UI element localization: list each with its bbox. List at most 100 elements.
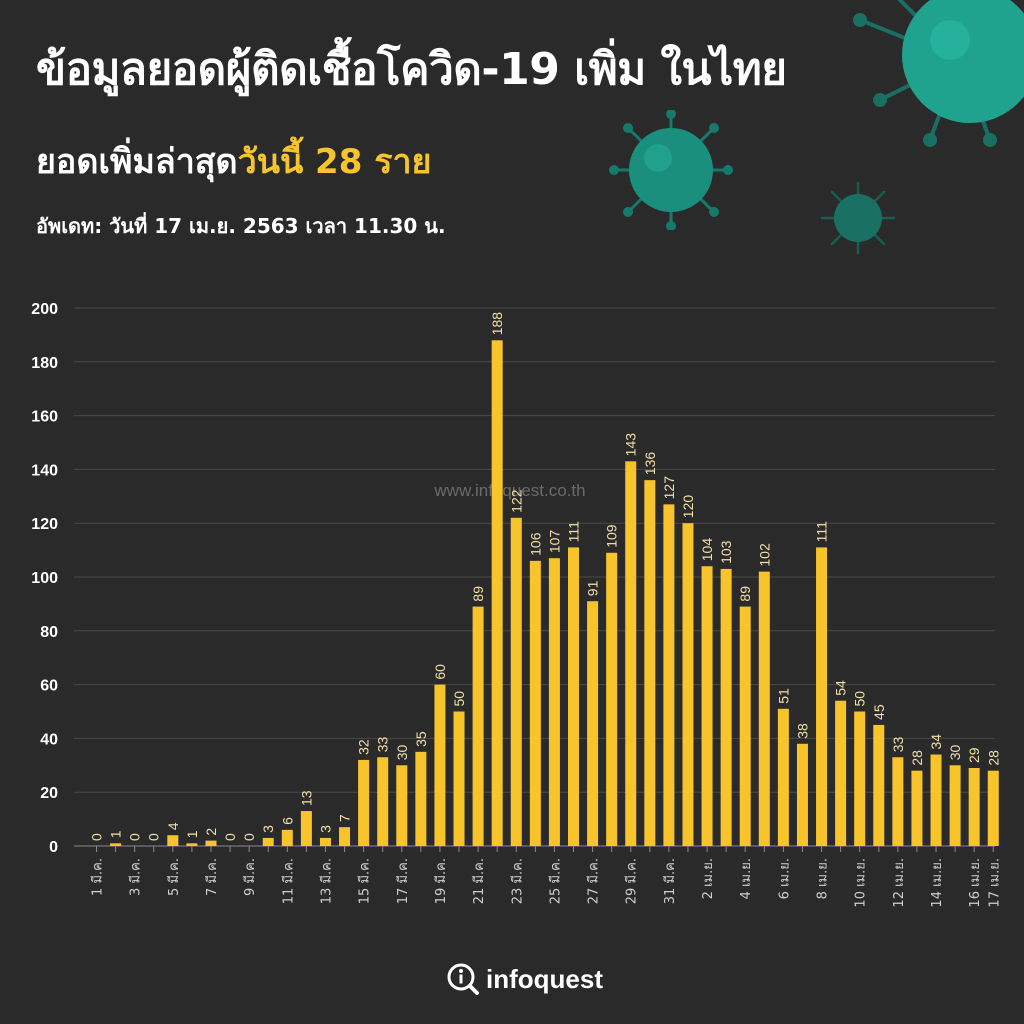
bar (167, 835, 179, 846)
data-label: 106 (527, 532, 543, 556)
data-label: 104 (699, 538, 715, 562)
x-tick-label: 25 มี.ค. (547, 858, 563, 904)
bar (873, 724, 885, 846)
bar (987, 770, 999, 846)
page-title: ข้อมูลยอดผู้ติดเชื้อโควิด-19 เพิ่ม ในไทย (36, 44, 787, 95)
x-tick-label: 27 มี.ค. (586, 858, 602, 904)
data-label: 89 (470, 586, 486, 602)
y-tick-label: 120 (31, 516, 58, 533)
bar (262, 837, 274, 846)
bar (949, 765, 961, 846)
x-tick-label: 1 มี.ค. (90, 858, 106, 896)
data-label: 29 (966, 747, 982, 763)
data-label: 2 (203, 828, 219, 836)
data-label: 127 (661, 476, 677, 500)
data-label: 33 (375, 736, 391, 752)
bar (854, 711, 866, 846)
data-label: 13 (298, 790, 314, 806)
bar (644, 480, 656, 846)
x-tick-label: 4 เม.ย. (739, 858, 754, 899)
x-axis-ticks: 1 มี.ค. 3 มี.ค. 5 มี.ค. 7 มี.ค. 9 มี.ค. 11 มี… (90, 846, 1002, 908)
data-label: 0 (146, 833, 162, 841)
data-label: 4 (165, 822, 181, 830)
subtitle-highlight: วันนี้ 28 ราย (237, 142, 432, 182)
bar (930, 754, 942, 846)
bar (110, 843, 122, 846)
x-tick-label: 23 มี.ค. (509, 858, 525, 904)
x-tick-label: 8 เม.ย. (816, 858, 831, 899)
data-label: 122 (508, 489, 524, 513)
bar (205, 840, 217, 846)
bar (739, 606, 751, 846)
data-label: 136 (642, 452, 658, 476)
x-tick-label: 21 มี.ค. (471, 858, 487, 904)
data-label: 50 (852, 691, 868, 707)
data-label: 7 (337, 814, 353, 822)
data-label: 54 (833, 680, 849, 696)
y-tick-label: 180 (31, 355, 58, 372)
data-label: 1 (184, 830, 200, 838)
update-timestamp: อัพเดท: วันที่ 17 เม.ย. 2563 เวลา 11.30 … (36, 214, 446, 238)
bar (758, 571, 770, 846)
x-tick-label: 16 เม.ย. (968, 858, 983, 908)
y-tick-label: 140 (31, 462, 58, 479)
x-tick-label: 12 เม.ย. (892, 858, 907, 908)
y-axis-ticks: 0 20 40 60 80 100 120 140 160 180 200 (31, 301, 58, 856)
bar (796, 743, 808, 846)
bar (568, 547, 579, 846)
bar (835, 700, 847, 846)
bar (510, 517, 522, 846)
bar (816, 547, 828, 846)
bar (663, 504, 675, 846)
bar (587, 601, 599, 846)
virus-illustration-medium (609, 110, 733, 230)
x-tick-label: 19 มี.ค. (433, 858, 449, 904)
bar (701, 566, 713, 846)
bar (548, 558, 560, 846)
data-label: 35 (413, 731, 429, 747)
x-tick-label: 5 มี.ค. (166, 858, 182, 896)
bars (110, 340, 999, 846)
data-label: 60 (432, 664, 448, 680)
bar (453, 711, 465, 846)
data-label: 28 (909, 750, 925, 766)
bar (911, 770, 923, 846)
virus-illustration-small (820, 181, 896, 255)
subtitle: ยอดเพิ่มล่าสุดวันนี้ 28 ราย (36, 134, 431, 188)
x-tick-label: 17 มี.ค. (395, 858, 411, 904)
x-tick-label: 15 มี.ค. (357, 858, 373, 904)
y-tick-label: 40 (40, 731, 58, 748)
bar (396, 765, 408, 846)
bar (415, 751, 427, 846)
bar (281, 829, 293, 846)
bar (529, 560, 541, 846)
bar (682, 523, 694, 846)
data-label: 0 (241, 833, 257, 841)
x-tick-label: 9 มี.ค. (242, 858, 258, 896)
data-label: 34 (928, 734, 944, 750)
data-label: 38 (794, 723, 810, 739)
data-label: 6 (279, 817, 295, 825)
bar (339, 827, 351, 846)
bar (300, 811, 312, 846)
bar (491, 340, 503, 846)
x-tick-label: 3 มี.ค. (128, 858, 144, 896)
bar (720, 568, 732, 846)
y-tick-label: 160 (31, 409, 58, 426)
data-label: 51 (775, 688, 791, 704)
data-label: 33 (890, 736, 906, 752)
bar (186, 843, 198, 846)
bar (968, 767, 980, 846)
x-tick-label: 13 มี.ค. (318, 858, 334, 904)
data-label: 111 (566, 521, 582, 542)
x-tick-label: 29 มี.ค. (624, 858, 640, 904)
data-label: 143 (623, 433, 639, 457)
data-label: 111 (814, 521, 830, 542)
data-label: 188 (489, 312, 505, 336)
data-label: 50 (451, 691, 467, 707)
y-tick-label: 200 (31, 301, 58, 318)
logo-text: infoquest (486, 963, 603, 994)
bar (625, 461, 637, 846)
